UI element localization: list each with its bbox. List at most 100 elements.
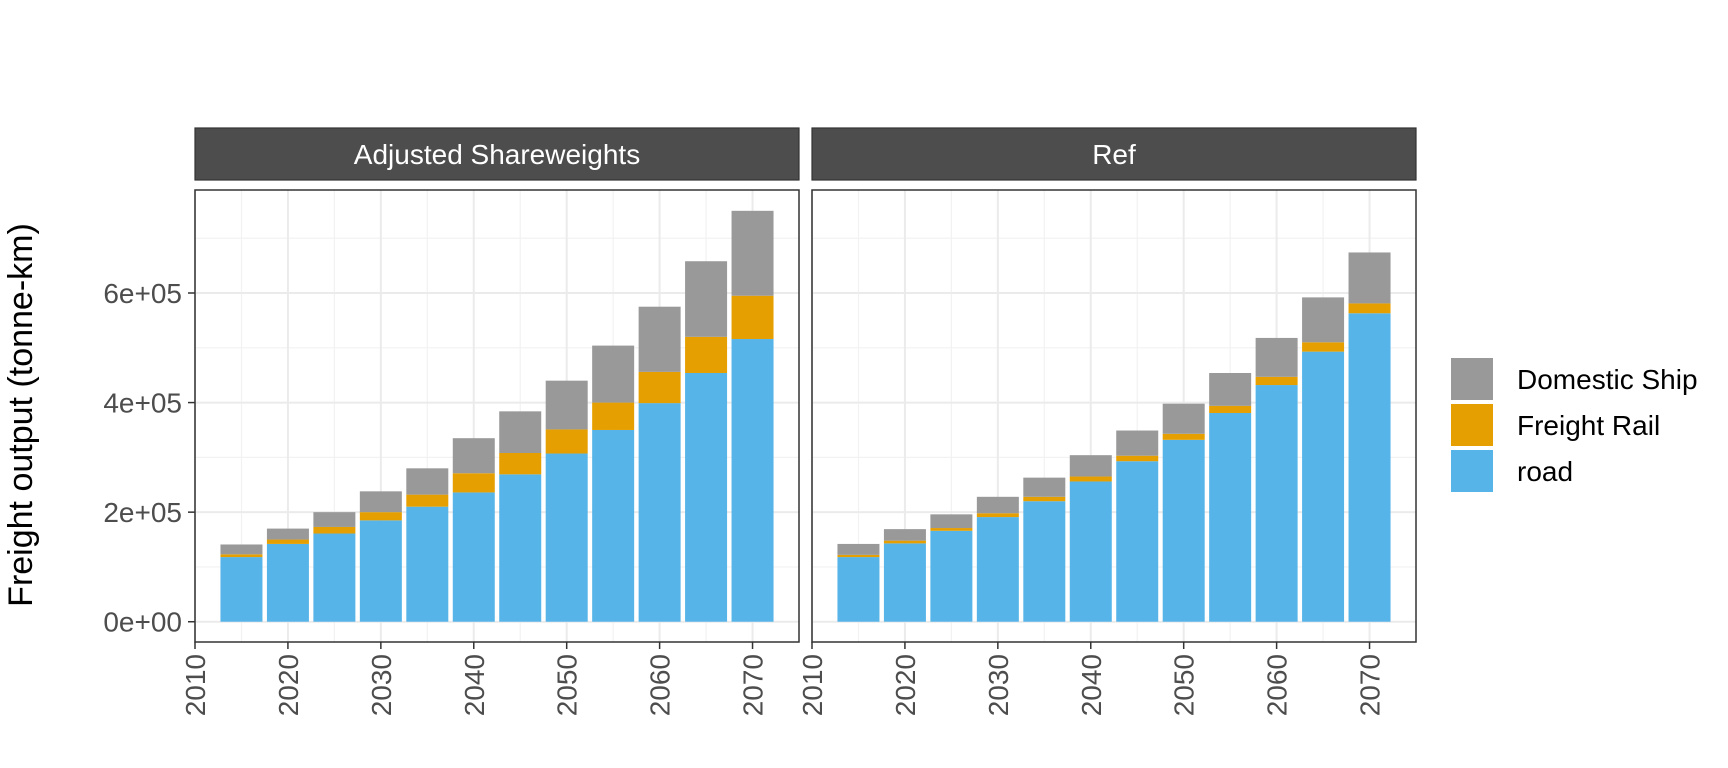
bar-segment-freight-rail — [1116, 455, 1159, 462]
bar-segment-road — [731, 339, 774, 622]
x-tick-label: 2070 — [738, 654, 769, 716]
bar-segment-road — [1023, 501, 1066, 622]
bar-segment-domestic-ship — [592, 345, 635, 403]
bar-segment-road — [1302, 351, 1345, 622]
x-tick-label: 2020 — [273, 654, 304, 716]
bar-segment-domestic-ship — [1023, 477, 1066, 497]
panel-border — [194, 189, 800, 643]
bar-segment-freight-rail — [220, 554, 263, 558]
bar-segment-freight-rail — [1209, 405, 1252, 413]
bar-segment-road — [1209, 412, 1252, 622]
bar-segment-road — [1116, 461, 1159, 622]
bar-segment-domestic-ship — [406, 468, 449, 495]
panels: Adjusted Shareweights 2010 2020 2030 2040 205… — [180, 127, 1417, 716]
bar-segment-road — [545, 453, 588, 622]
legend-key — [1451, 450, 1493, 492]
x-tick-label: 2070 — [1355, 654, 1386, 716]
bar-segment-freight-rail — [592, 402, 635, 430]
bar-segment-freight-rail — [1162, 433, 1205, 440]
legend-label: road — [1517, 456, 1573, 487]
y-axis: 0e+00 2e+05 4e+05 6e+05 — [103, 278, 195, 638]
bar-segment-freight-rail — [1302, 342, 1345, 352]
bar-segment-domestic-ship — [313, 512, 356, 527]
bar-segment-freight-rail — [406, 494, 449, 507]
bar-segment-domestic-ship — [1209, 372, 1252, 406]
bar-segment-freight-rail — [685, 336, 728, 373]
legend-label: Domestic Ship — [1517, 364, 1698, 395]
bar-segment-domestic-ship — [1162, 403, 1205, 434]
bar-segment-domestic-ship — [1348, 252, 1391, 304]
facet-title: Ref — [1092, 139, 1136, 170]
bar-segment-road — [592, 429, 635, 622]
bar-segment-domestic-ship — [883, 529, 926, 541]
x-tick-label: 2020 — [890, 654, 921, 716]
bar-segment-freight-rail — [359, 512, 402, 521]
y-tick-label: 6e+05 — [103, 278, 182, 309]
x-tick-label: 2040 — [1076, 654, 1107, 716]
panel-0: Adjusted Shareweights 2010 2020 2030 2040 205… — [180, 127, 800, 716]
bar-segment-freight-rail — [883, 540, 926, 544]
bar-segment-freight-rail — [1023, 496, 1066, 502]
bar-segment-freight-rail — [1255, 376, 1298, 386]
x-tick-label: 2030 — [366, 654, 397, 716]
bar-segment-freight-rail — [976, 513, 1019, 518]
y-tick-label: 0e+00 — [103, 607, 182, 638]
bar-segment-road — [359, 520, 402, 622]
x-tick-label: 2060 — [645, 654, 676, 716]
y-axis-title: Freight output (tonne-km) — [2, 223, 40, 607]
bar-segment-road — [266, 543, 309, 622]
x-tick-label: 2060 — [1262, 654, 1293, 716]
y-tick-label: 2e+05 — [103, 497, 182, 528]
bar-segment-freight-rail — [930, 528, 973, 531]
bar-segment-domestic-ship — [1255, 337, 1298, 377]
x-tick-label: 2030 — [983, 654, 1014, 716]
bar-segment-freight-rail — [1069, 476, 1112, 482]
x-tick-label: 2010 — [180, 654, 211, 716]
panel-1: Ref 2010 2020 2030 2040 2050 2060 2070 — [797, 127, 1417, 716]
bar-segment-domestic-ship — [452, 438, 495, 474]
bar-segment-domestic-ship — [545, 380, 588, 430]
bar-segment-domestic-ship — [837, 543, 880, 555]
bar-segment-road — [220, 557, 263, 622]
bar-segment-road — [930, 530, 973, 622]
bar-segment-domestic-ship — [685, 261, 728, 337]
bar-segment-domestic-ship — [266, 528, 309, 540]
x-tick-label: 2010 — [797, 654, 828, 716]
bar-segment-domestic-ship — [220, 544, 263, 555]
bar-segment-freight-rail — [545, 429, 588, 454]
bar-segment-domestic-ship — [976, 496, 1019, 514]
bar-segment-road — [1255, 385, 1298, 622]
bar-segment-road — [837, 557, 880, 622]
bar-segment-road — [638, 403, 681, 622]
bar-segment-road — [313, 533, 356, 622]
facet-strip — [194, 127, 800, 181]
x-tick-label: 2040 — [459, 654, 490, 716]
legend: Domestic Ship Freight Rail road — [1451, 358, 1698, 492]
bar-segment-domestic-ship — [359, 491, 402, 513]
bar-segment-domestic-ship — [1069, 455, 1112, 477]
bar-segment-road — [883, 543, 926, 622]
bar-segment-road — [1069, 481, 1112, 622]
x-tick-label: 2050 — [1169, 654, 1200, 716]
bar-segment-road — [452, 492, 495, 622]
bar-segment-freight-rail — [313, 526, 356, 534]
bar-segment-road — [976, 517, 1019, 622]
facet-strip — [811, 127, 1417, 181]
legend-key — [1451, 404, 1493, 446]
bar-segment-domestic-ship — [930, 514, 973, 529]
bar-segment-road — [685, 372, 728, 622]
legend-key — [1451, 358, 1493, 400]
bar-segment-road — [1162, 439, 1205, 622]
bar-segment-domestic-ship — [638, 306, 681, 372]
legend-label: Freight Rail — [1517, 410, 1660, 441]
bar-segment-domestic-ship — [1116, 430, 1159, 456]
bar-segment-freight-rail — [452, 473, 495, 493]
x-tick-label: 2050 — [552, 654, 583, 716]
bar-segment-freight-rail — [1348, 303, 1391, 314]
bar-segment-freight-rail — [266, 539, 309, 544]
bar-segment-domestic-ship — [1302, 297, 1345, 343]
facet-title: Adjusted Shareweights — [354, 139, 640, 170]
bar-segment-road — [499, 474, 542, 622]
bar-segment-freight-rail — [499, 452, 542, 475]
